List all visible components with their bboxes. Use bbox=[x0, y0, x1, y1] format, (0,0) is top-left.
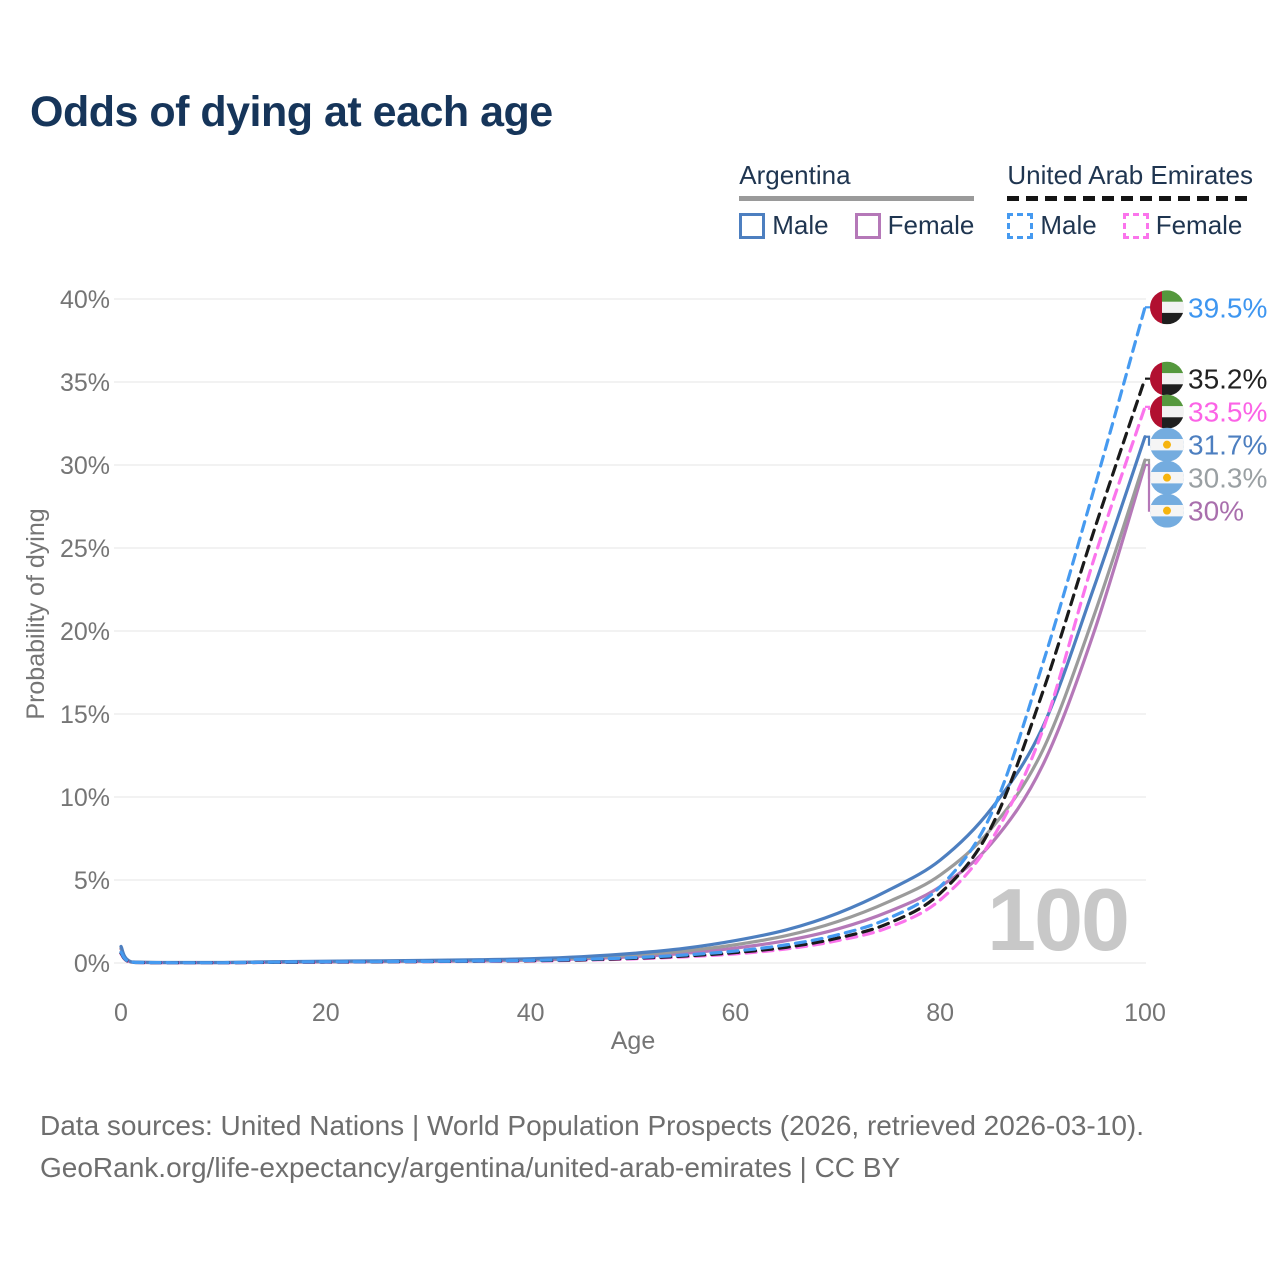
legend-item-label: Male bbox=[772, 210, 829, 240]
legend-item-uae-male[interactable]: Male bbox=[1007, 210, 1097, 241]
uae-flag-icon bbox=[1150, 361, 1184, 396]
x-tick-label: 40 bbox=[517, 999, 545, 1027]
series-connector-argentina-female bbox=[1145, 463, 1151, 512]
y-tick-label: 25% bbox=[60, 535, 110, 563]
footer-link-line[interactable]: GeoRank.org/life-expectancy/argentina/un… bbox=[40, 1152, 901, 1183]
y-tick-label: 5% bbox=[74, 867, 110, 895]
page-title: Odds of dying at each age bbox=[30, 88, 553, 136]
argentina-female-swatch-icon bbox=[854, 212, 881, 239]
y-axis-title: Probability of dying bbox=[22, 508, 50, 719]
argentina-flag-icon bbox=[1150, 427, 1184, 462]
footer-sources-line: Data sources: United Nations | World Pop… bbox=[40, 1110, 1145, 1141]
y-tick-label: 35% bbox=[60, 369, 110, 397]
series-end-label-uae-female: 33.5% bbox=[1188, 397, 1267, 428]
legend-item-argentina-female[interactable]: Female bbox=[854, 210, 975, 241]
x-axis-title: Age bbox=[611, 1027, 655, 1055]
legend: Argentina Male Female United Arab Emirat… bbox=[739, 160, 1253, 241]
y-tick-label: 0% bbox=[74, 950, 110, 978]
series-end-label-argentina-male: 31.7% bbox=[1188, 430, 1267, 461]
uae-female-swatch-icon bbox=[1122, 212, 1149, 239]
argentina-flag-icon bbox=[1150, 493, 1184, 528]
uae-flag-icon bbox=[1150, 394, 1184, 429]
series-line-uae-male[interactable] bbox=[119, 305, 1147, 965]
series-connector-uae-female bbox=[1145, 405, 1151, 413]
uae-flag-icon bbox=[1150, 290, 1184, 325]
y-tick-label: 15% bbox=[60, 701, 110, 729]
legend-underline-uae bbox=[1007, 196, 1253, 201]
x-tick-label: 20 bbox=[312, 999, 340, 1027]
legend-item-label: Female bbox=[887, 210, 975, 240]
series-end-label-uae-both: 35.2% bbox=[1188, 364, 1267, 395]
legend-item-argentina-male[interactable]: Male bbox=[739, 210, 829, 241]
x-tick-label: 60 bbox=[721, 999, 749, 1027]
legend-item-label: Male bbox=[1040, 210, 1097, 240]
x-tick-label: 0 bbox=[114, 999, 128, 1027]
legend-underline-argentina bbox=[739, 196, 975, 201]
legend-item-label: Female bbox=[1155, 210, 1243, 240]
y-tick-label: 40% bbox=[60, 286, 110, 314]
x-tick-label: 80 bbox=[926, 999, 954, 1027]
argentina-flag-icon bbox=[1150, 460, 1184, 495]
x-tick-label: 100 bbox=[1124, 999, 1166, 1027]
age-watermark: 100 bbox=[987, 870, 1128, 969]
legend-country-argentina[interactable]: Argentina bbox=[739, 160, 851, 190]
y-tick-label: 10% bbox=[60, 784, 110, 812]
legend-group-uae: United Arab Emirates Male Female bbox=[1007, 160, 1253, 241]
uae-male-swatch-icon bbox=[1007, 212, 1034, 239]
legend-item-uae-female[interactable]: Female bbox=[1122, 210, 1243, 241]
data-sources-footer: Data sources: United Nations | World Pop… bbox=[40, 1105, 1144, 1189]
y-tick-label: 20% bbox=[60, 618, 110, 646]
argentina-male-swatch-icon bbox=[739, 212, 766, 239]
y-tick-label: 30% bbox=[60, 452, 110, 480]
legend-group-argentina: Argentina Male Female bbox=[739, 160, 975, 241]
legend-country-uae[interactable]: United Arab Emirates bbox=[1007, 160, 1253, 190]
series-end-label-argentina-female: 30% bbox=[1188, 496, 1244, 527]
series-end-label-uae-male: 39.5% bbox=[1188, 292, 1267, 323]
series-end-label-argentina-both: 30.3% bbox=[1188, 463, 1267, 494]
